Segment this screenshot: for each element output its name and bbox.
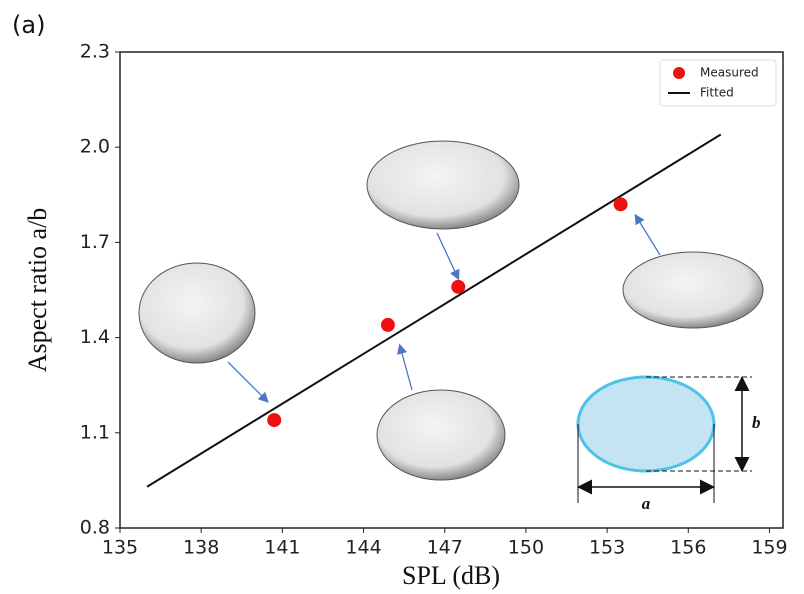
legend <box>659 59 777 107</box>
y-axis-label: Aspect ratio a/b <box>23 208 52 373</box>
x-tick-label: 141 <box>264 537 300 559</box>
droplet <box>376 389 506 481</box>
x-tick-label: 153 <box>589 537 625 559</box>
x-tick-label: 144 <box>345 537 381 559</box>
droplet-insets <box>138 140 764 481</box>
x-tick-label: 156 <box>670 537 706 559</box>
dim-label: b <box>752 413 761 432</box>
point <box>451 279 466 294</box>
panel-label: (a) <box>12 11 45 39</box>
plot-frame <box>119 51 784 529</box>
point <box>380 317 395 332</box>
point <box>267 413 282 428</box>
y-tick-label: 2.3 <box>80 41 110 63</box>
x-tick-label: 150 <box>508 537 544 559</box>
droplet <box>366 140 520 230</box>
dim-label: a <box>642 494 651 513</box>
legend-label: Measured <box>700 66 759 80</box>
ellipse <box>576 375 716 473</box>
arrow <box>227 361 269 403</box>
x-axis-label: SPL (dB) <box>402 561 500 590</box>
x-tick-label: 138 <box>183 537 219 559</box>
y-tick-label: 0.8 <box>80 517 110 539</box>
y-tick-label: 1.7 <box>80 231 110 253</box>
x-tick-label: 147 <box>427 537 463 559</box>
x-tick-label: 135 <box>102 537 138 559</box>
droplet <box>138 262 256 364</box>
droplet <box>622 251 764 329</box>
fit-line <box>146 133 722 488</box>
arrow <box>397 343 413 391</box>
x-tick-label: 159 <box>751 537 787 559</box>
legend-marker <box>673 67 685 79</box>
y-tick-label: 1.4 <box>80 326 110 348</box>
arrow <box>634 213 661 256</box>
point <box>613 197 628 212</box>
arrow <box>436 232 460 281</box>
y-tick-label: 1.1 <box>80 421 110 443</box>
ellipse-diagram: a b <box>576 375 761 513</box>
y-tick-label: 2.0 <box>80 136 110 158</box>
legend-label: Fitted <box>700 86 734 100</box>
